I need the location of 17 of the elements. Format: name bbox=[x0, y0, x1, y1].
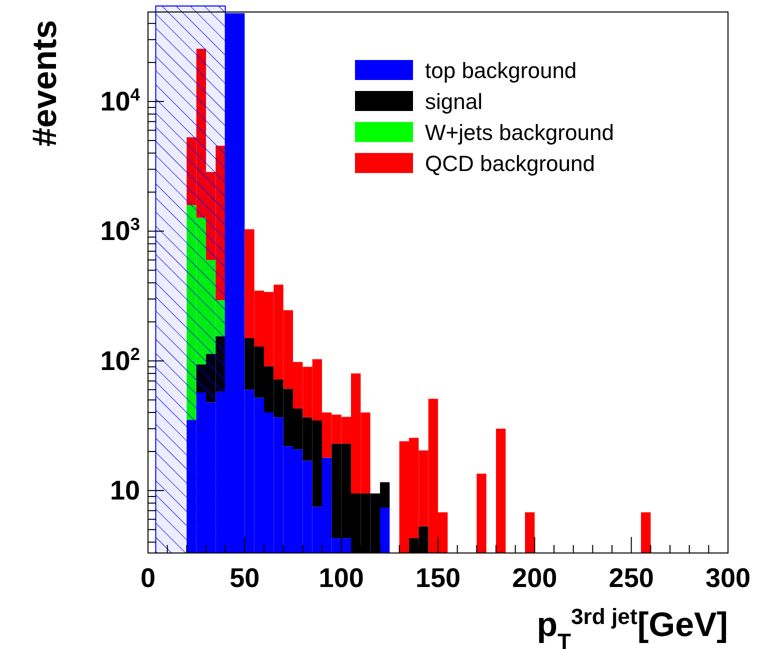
legend-label: signal bbox=[425, 89, 482, 114]
y-tick-label: 10$^{2}$ bbox=[100, 344, 140, 376]
legend-label: top background bbox=[425, 58, 577, 83]
y-tick-label: 10$^{4}$ bbox=[100, 84, 140, 117]
x-tick-label: 150 bbox=[415, 563, 461, 593]
y-axis-title: #events bbox=[26, 20, 64, 147]
x-axis-title: p$_{T}$$^{3rd jet}$[GeV] bbox=[536, 604, 728, 649]
x-tick-label: 300 bbox=[705, 563, 751, 593]
x-tick-label: 50 bbox=[230, 563, 260, 593]
x-tick-label: 100 bbox=[318, 563, 364, 593]
x-tick-label: 200 bbox=[512, 563, 558, 593]
x-tick-label: 0 bbox=[140, 563, 156, 593]
legend-label: W+jets background bbox=[425, 120, 614, 145]
legend-label: QCD background bbox=[425, 151, 595, 176]
x-tick-label: 250 bbox=[608, 563, 654, 593]
y-tick-label: 10$^{3}$ bbox=[100, 214, 140, 246]
y-tick-label: 10 bbox=[110, 476, 140, 506]
